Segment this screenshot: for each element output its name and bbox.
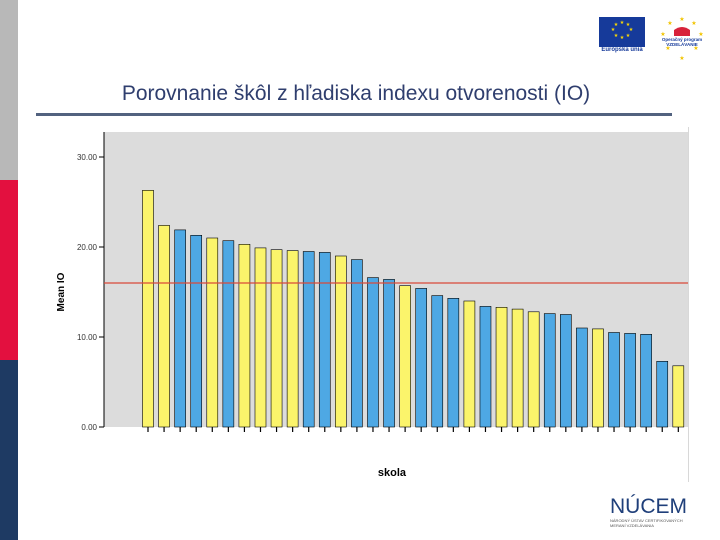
x-axis-label: skola [378,467,407,479]
bar [318,252,331,428]
bar [672,365,685,428]
svg-text:★: ★ [629,27,634,33]
accent-bar-navy [0,360,18,540]
bar [238,244,251,428]
svg-text:★: ★ [620,35,625,41]
svg-text:★: ★ [660,31,665,38]
bar [399,285,411,428]
esf-logo: ★ ★ ★ ★ ★ ★ ★ ★ Operačný program VZDELÁVANIE [656,14,708,64]
svg-text:★: ★ [698,31,703,38]
svg-text:★: ★ [626,33,631,39]
bar-chart: 0.00 10.00 20.00 30.00 Mean IO skola [56,132,688,479]
bar [367,277,379,428]
nucem-wordmark: NÚCEM [610,495,687,518]
bar [495,307,508,428]
eu-flag-logo: ★ ★ ★ ★ ★ ★ ★ ★ Európska únia [597,15,647,61]
title-divider [36,113,672,116]
esf-logo-label: Operačný program VZDELÁVANIE [661,37,703,47]
bar [286,250,299,428]
bar [656,361,669,428]
bar [576,327,588,428]
svg-text:★: ★ [620,20,625,26]
bar [640,334,652,428]
accent-bar-gray [0,0,18,180]
bar [383,279,395,428]
eu-flag-icon: ★ ★ ★ ★ ★ ★ ★ ★ [599,17,645,47]
svg-text:★: ★ [667,20,672,27]
slide-title: Porovnanie škôl z hľadiska indexu otvore… [121,82,591,105]
bar [511,308,524,428]
svg-text:★: ★ [679,16,684,23]
svg-text:★: ★ [611,27,616,33]
bar [254,247,267,428]
svg-text:★: ★ [693,45,698,52]
bar [624,333,636,428]
svg-text:★: ★ [626,22,631,28]
nucem-logo: NÚCEM NÁRODNÝ ÚSTAV CERTIFIKOVANÝCH MERA… [606,495,687,535]
bar [608,332,620,428]
bar [592,328,604,428]
bar [302,251,315,428]
bar [479,306,492,428]
nucem-subtitle: NÁRODNÝ ÚSTAV CERTIFIKOVANÝCH MERANÍ VZD… [610,518,683,528]
bar [447,298,460,428]
y-tick-label: 20.00 [77,243,98,252]
bar [431,295,444,428]
y-tick-label: 10.00 [77,333,98,342]
y-tick-label: 30.00 [77,153,98,162]
bar [463,300,476,428]
eu-logo-label: Európska únia [601,47,643,53]
svg-text:★: ★ [665,45,670,52]
bar [543,313,556,428]
bar [560,314,572,428]
bar [222,240,235,428]
y-tick-label: 0.00 [81,423,97,432]
svg-text:★: ★ [691,20,696,27]
bar [351,259,363,428]
bar [527,311,540,428]
chart-frame: 0.00 10.00 20.00 30.00 Mean IO skola [42,127,689,482]
accent-bar-red [0,180,18,360]
bar [190,235,203,428]
bar [174,229,186,428]
bar [415,288,427,428]
svg-text:★: ★ [614,33,619,39]
y-axis-label: Mean IO [56,272,67,311]
svg-text:★: ★ [614,22,619,28]
bar [206,237,219,428]
svg-text:★: ★ [679,55,684,62]
bar [158,225,170,428]
bar [270,249,283,428]
bar [335,255,347,428]
bar [142,189,154,428]
